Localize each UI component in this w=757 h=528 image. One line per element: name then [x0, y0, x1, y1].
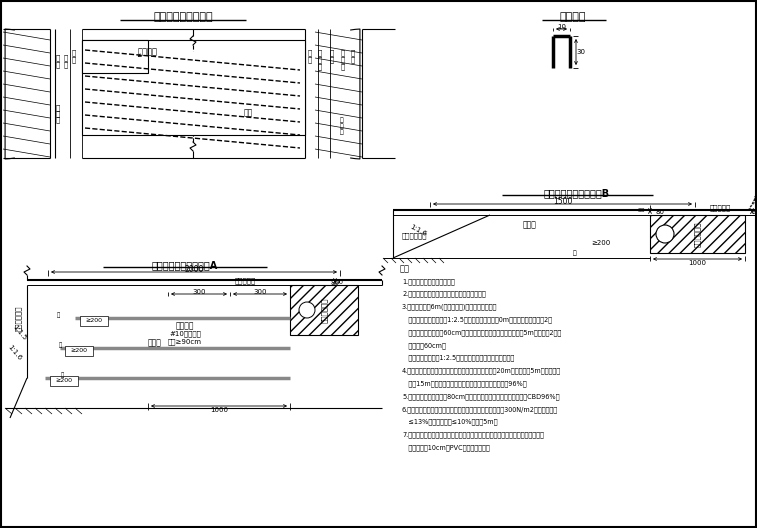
Polygon shape [290, 285, 358, 335]
Bar [82, 40, 305, 135]
Text: 过渡段: 过渡段 [148, 338, 162, 347]
Bar [50, 376, 78, 386]
Bar [65, 346, 93, 356]
Text: 开挖后回填土: 开挖后回填土 [321, 297, 327, 323]
Circle shape [299, 302, 315, 318]
Text: 排: 排 [318, 50, 322, 56]
Text: 层间距为60cm。: 层间距为60cm。 [402, 342, 446, 348]
Text: 排: 排 [341, 50, 345, 56]
Text: 开槽后回填土: 开槽后回填土 [693, 221, 700, 247]
Text: 沟: 沟 [341, 64, 345, 70]
Text: ≤13%，横向延伸率≤10%，幅宽5m。: ≤13%，横向延伸率≤10%，幅宽5m。 [402, 419, 497, 426]
Text: 锅钉大样: 锅钉大样 [559, 12, 586, 22]
Text: 沟: 沟 [64, 62, 68, 68]
Text: 台阶: 台阶 [243, 108, 253, 118]
Text: ≥200: ≥200 [55, 379, 73, 383]
Text: 水: 水 [318, 56, 322, 63]
Text: 过渡段: 过渡段 [523, 221, 537, 230]
Text: 带渗水孔的10cm的PVC管，以利排水。: 带渗水孔的10cm的PVC管，以利排水。 [402, 445, 490, 451]
Bar [80, 316, 108, 326]
Text: 肩: 肩 [56, 62, 60, 68]
Text: 坡: 坡 [56, 312, 60, 318]
Text: 水: 水 [56, 111, 60, 117]
Text: 填挤过路基面至山高于1:2.5时，当路基方高小于0m至山底面最大下换第2层: 填挤过路基面至山高于1:2.5时，当路基方高小于0m至山底面最大下换第2层 [402, 316, 552, 323]
Text: 1000: 1000 [210, 407, 228, 413]
Text: 土工格册，层间距为60cm。具体数量如图示。若路基方高小于5m，则铺第2层，: 土工格册，层间距为60cm。具体数量如图示。若路基方高小于5m，则铺第2层， [402, 329, 561, 336]
Text: 坡: 坡 [61, 372, 64, 378]
Text: 边: 边 [64, 55, 68, 61]
Text: ≥200: ≥200 [70, 348, 88, 354]
Text: 1:1.5: 1:1.5 [12, 324, 28, 342]
Text: 1:1.6: 1:1.6 [409, 223, 428, 237]
Text: 小于15m。过水路方管基础采用回填石，压实度不小于96%。: 小于15m。过水路方管基础采用回填石，压实度不小于96%。 [402, 380, 527, 387]
Text: 坡: 坡 [58, 342, 61, 348]
Bar [82, 40, 148, 73]
Text: 2000: 2000 [184, 266, 204, 275]
Text: 纵向填挖交界纵断面图A: 纵向填挖交界纵断面图A [152, 260, 218, 270]
Text: 路面结构层: 路面结构层 [235, 278, 256, 284]
Text: 1500: 1500 [553, 197, 572, 206]
Text: 80: 80 [752, 210, 757, 215]
Text: 4.纵向填挖交界处设置过水路，展高水时过水路不小于20m，展高小于5m时过水路不: 4.纵向填挖交界处设置过水路，展高水时过水路不小于20m，展高小于5m时过水路不 [402, 367, 561, 374]
Text: 土工格栅: 土工格栅 [176, 322, 195, 331]
Text: 300: 300 [254, 289, 266, 295]
Text: 1:1.6: 1:1.6 [7, 344, 23, 362]
Text: 1.本图尺寸单位均以毫米计。: 1.本图尺寸单位均以毫米计。 [402, 278, 455, 285]
Text: ≥200: ≥200 [591, 240, 611, 246]
Text: 注：: 注： [400, 264, 410, 273]
Text: 沟: 沟 [56, 117, 60, 124]
Text: ≥200: ≥200 [86, 318, 102, 324]
Text: 1000: 1000 [689, 260, 706, 266]
Text: 10: 10 [557, 24, 566, 30]
Text: 3.土工格册各长6m(两层各一半)，敢全断面铺设。: 3.土工格册各长6m(两层各一半)，敢全断面铺设。 [402, 304, 497, 310]
Text: 排: 排 [340, 117, 344, 123]
Text: 纵向填挖交界平面图: 纵向填挖交界平面图 [153, 12, 213, 22]
Circle shape [656, 225, 674, 243]
Text: 80: 80 [331, 280, 339, 286]
Text: 沟: 沟 [340, 129, 344, 135]
Text: 300: 300 [192, 289, 206, 295]
Text: 坡: 坡 [573, 250, 577, 256]
Text: 路: 路 [308, 50, 312, 56]
Text: #10锚固锚钉: #10锚固锚钉 [169, 331, 201, 337]
Text: 台: 台 [330, 50, 334, 56]
Text: 背: 背 [330, 56, 334, 63]
Text: 80: 80 [656, 209, 665, 215]
Text: 土工格栅: 土工格栅 [138, 48, 158, 56]
Text: 路: 路 [351, 50, 355, 56]
Text: 路: 路 [56, 55, 60, 61]
Text: 普通填方路基: 普通填方路基 [14, 305, 21, 331]
Text: 台: 台 [72, 50, 76, 56]
Text: 肩: 肩 [351, 56, 355, 63]
Text: 6.土工格册采用双向拉伸聚丙希土工格册，设计挂怪强度为300N/m2，纵向延伸率: 6.土工格册采用双向拉伸聚丙希土工格册，设计挂怪强度为300N/m2，纵向延伸率 [402, 406, 558, 412]
Text: 排: 排 [56, 105, 60, 111]
Text: 沟: 沟 [318, 64, 322, 70]
Text: 水: 水 [341, 56, 345, 63]
Text: 30: 30 [577, 49, 585, 55]
Text: 90: 90 [336, 280, 344, 285]
Text: 当展挤过路基表于1:2.5时，不铺地土工格册，详见图示。: 当展挤过路基表于1:2.5时，不铺地土工格册，详见图示。 [402, 355, 514, 361]
Text: 2.本图适用于纵向填挖边界交界处的路基处理。: 2.本图适用于纵向填挖边界交界处的路基处理。 [402, 291, 486, 297]
Text: 路面结构层: 路面结构层 [710, 205, 731, 211]
Text: 肩: 肩 [308, 56, 312, 63]
Text: 80: 80 [638, 209, 646, 213]
Text: 水: 水 [340, 123, 344, 129]
Text: 间距≥90cm: 间距≥90cm [168, 338, 202, 345]
Text: 7.纵向填挖交界处设置排水沟，并与中分排水水掘内排水管捯开口相面，沟内埋设: 7.纵向填挖交界处设置排水沟，并与中分排水水掘内排水管捯开口相面，沟内埋设 [402, 431, 544, 438]
Text: 纵向填挖交界纵断面图B: 纵向填挖交界纵断面图B [544, 188, 610, 198]
Polygon shape [650, 215, 745, 253]
Text: 5.填挖交界处的路基面下80cm，然后回填当地级配码，保证压实度CBD96%。: 5.填挖交界处的路基面下80cm，然后回填当地级配码，保证压实度CBD96%。 [402, 393, 559, 400]
Text: 普通填方路基: 普通填方路基 [402, 233, 428, 239]
Text: 背: 背 [72, 56, 76, 63]
